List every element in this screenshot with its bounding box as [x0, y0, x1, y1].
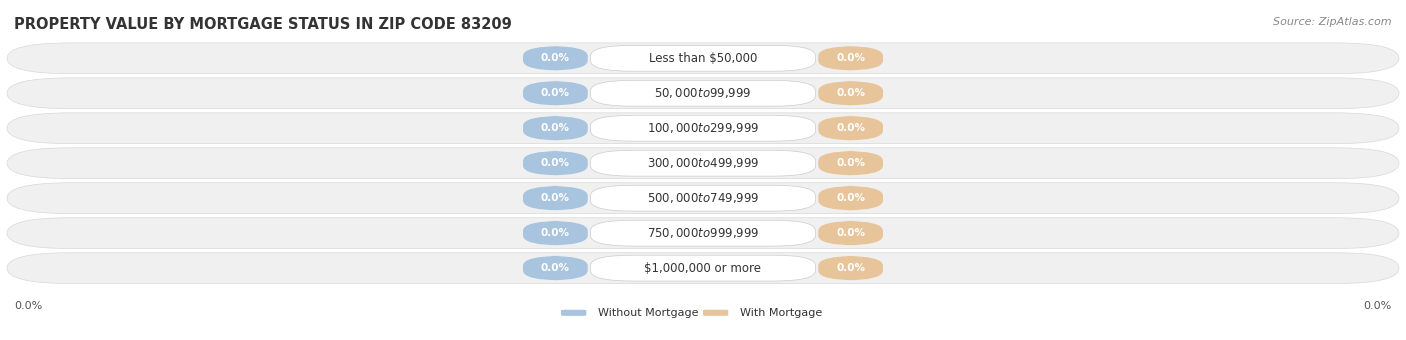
FancyBboxPatch shape [818, 81, 883, 105]
Text: 0.0%: 0.0% [837, 228, 865, 238]
Text: $1,000,000 or more: $1,000,000 or more [644, 261, 762, 275]
FancyBboxPatch shape [703, 310, 728, 316]
FancyBboxPatch shape [523, 46, 588, 71]
FancyBboxPatch shape [523, 116, 588, 140]
FancyBboxPatch shape [818, 46, 883, 71]
Text: With Mortgage: With Mortgage [740, 308, 821, 318]
FancyBboxPatch shape [591, 115, 815, 141]
Text: 0.0%: 0.0% [541, 158, 569, 168]
Text: $50,000 to $99,999: $50,000 to $99,999 [654, 86, 752, 100]
FancyBboxPatch shape [591, 45, 815, 71]
Text: $300,000 to $499,999: $300,000 to $499,999 [647, 156, 759, 170]
Text: 0.0%: 0.0% [14, 301, 42, 311]
Text: Without Mortgage: Without Mortgage [598, 308, 697, 318]
FancyBboxPatch shape [523, 221, 588, 245]
FancyBboxPatch shape [523, 256, 588, 280]
Text: 0.0%: 0.0% [541, 123, 569, 133]
FancyBboxPatch shape [818, 221, 883, 245]
Text: Less than $50,000: Less than $50,000 [648, 52, 758, 65]
FancyBboxPatch shape [523, 186, 588, 210]
Text: Source: ZipAtlas.com: Source: ZipAtlas.com [1274, 17, 1392, 27]
Text: 0.0%: 0.0% [541, 53, 569, 63]
Text: 0.0%: 0.0% [1364, 301, 1392, 311]
Text: 0.0%: 0.0% [837, 263, 865, 273]
FancyBboxPatch shape [818, 116, 883, 140]
Text: 0.0%: 0.0% [837, 53, 865, 63]
FancyBboxPatch shape [818, 256, 883, 280]
Text: $500,000 to $749,999: $500,000 to $749,999 [647, 191, 759, 205]
Text: 0.0%: 0.0% [837, 123, 865, 133]
FancyBboxPatch shape [591, 150, 815, 176]
Text: 0.0%: 0.0% [541, 228, 569, 238]
FancyBboxPatch shape [7, 78, 1399, 109]
Text: 0.0%: 0.0% [837, 88, 865, 98]
FancyBboxPatch shape [7, 218, 1399, 249]
FancyBboxPatch shape [591, 80, 815, 106]
FancyBboxPatch shape [523, 81, 588, 105]
FancyBboxPatch shape [7, 253, 1399, 284]
Text: 0.0%: 0.0% [541, 88, 569, 98]
Text: $750,000 to $999,999: $750,000 to $999,999 [647, 226, 759, 240]
Text: $100,000 to $299,999: $100,000 to $299,999 [647, 121, 759, 135]
Text: 0.0%: 0.0% [837, 193, 865, 203]
FancyBboxPatch shape [591, 220, 815, 246]
FancyBboxPatch shape [7, 148, 1399, 178]
FancyBboxPatch shape [523, 151, 588, 175]
FancyBboxPatch shape [818, 151, 883, 175]
FancyBboxPatch shape [591, 185, 815, 211]
Text: 0.0%: 0.0% [837, 158, 865, 168]
FancyBboxPatch shape [561, 310, 586, 316]
Text: 0.0%: 0.0% [541, 263, 569, 273]
FancyBboxPatch shape [7, 113, 1399, 143]
Text: PROPERTY VALUE BY MORTGAGE STATUS IN ZIP CODE 83209: PROPERTY VALUE BY MORTGAGE STATUS IN ZIP… [14, 17, 512, 32]
Text: 0.0%: 0.0% [541, 193, 569, 203]
FancyBboxPatch shape [818, 186, 883, 210]
FancyBboxPatch shape [7, 183, 1399, 214]
FancyBboxPatch shape [591, 255, 815, 281]
FancyBboxPatch shape [7, 43, 1399, 74]
